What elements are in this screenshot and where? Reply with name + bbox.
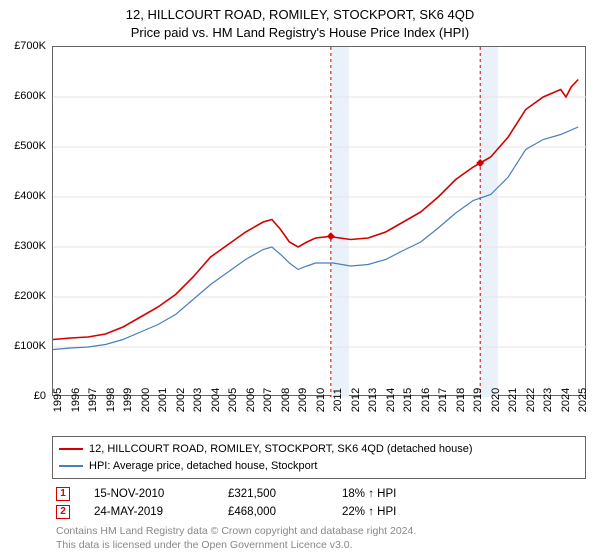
footer: Contains HM Land Registry data © Crown c… [52,521,586,552]
title-line-1: 12, HILLCOURT ROAD, ROMILEY, STOCKPORT, … [0,6,600,24]
x-axis-label: 2002 [175,388,187,412]
x-axis-label: 2016 [420,388,432,412]
y-axis-label: £400K [14,190,46,202]
sale-marker-2: 2 [56,505,70,519]
y-axis-label: £500K [14,140,46,152]
x-axis-label: 1998 [105,388,117,412]
sale-date: 24-MAY-2019 [94,506,204,518]
chart-area: £0£100K£200K£300K£400K£500K£600K£700K 19… [52,46,586,396]
x-axis-label: 2022 [525,388,537,412]
legend-item-hpi: HPI: Average price, detached house, Stoc… [59,458,579,475]
x-axis-label: 2020 [490,388,502,412]
x-axis-label: 2015 [402,388,414,412]
x-axis-label: 2000 [140,388,152,412]
x-axis-label: 2017 [437,388,449,412]
x-axis-label: 1997 [87,388,99,412]
sale-diff: 22% ↑ HPI [342,506,462,518]
sale-price: £321,500 [228,488,318,500]
legend-swatch-property [59,448,83,450]
chart-svg [53,47,587,397]
footer-line-2: This data is licensed under the Open Gov… [56,539,582,553]
x-axis-label: 2012 [350,388,362,412]
plot-frame [52,46,586,396]
x-axis-label: 1995 [52,388,64,412]
title-line-2: Price paid vs. HM Land Registry's House … [0,24,600,42]
y-axis-label: £100K [14,340,46,352]
sale-diff: 18% ↑ HPI [342,488,462,500]
info-block: 12, HILLCOURT ROAD, ROMILEY, STOCKPORT, … [52,436,586,552]
x-axis-label: 2009 [297,388,309,412]
x-axis-label: 2007 [262,388,274,412]
sale-date: 15-NOV-2010 [94,488,204,500]
x-axis-label: 2014 [385,388,397,412]
x-axis-label: 2013 [367,388,379,412]
title-block: 12, HILLCOURT ROAD, ROMILEY, STOCKPORT, … [0,0,600,41]
x-axis-label: 2011 [332,388,344,412]
legend-item-property: 12, HILLCOURT ROAD, ROMILEY, STOCKPORT, … [59,441,579,458]
y-axis-label: £600K [14,90,46,102]
x-axis-label: 1996 [70,388,82,412]
footer-line-1: Contains HM Land Registry data © Crown c… [56,525,582,539]
chart-container: 12, HILLCOURT ROAD, ROMILEY, STOCKPORT, … [0,0,600,560]
x-axis-label: 2025 [577,388,589,412]
legend: 12, HILLCOURT ROAD, ROMILEY, STOCKPORT, … [52,436,586,479]
x-axis-label: 2005 [227,388,239,412]
x-axis-label: 2006 [245,388,257,412]
legend-label-hpi: HPI: Average price, detached house, Stoc… [89,458,318,475]
sale-marker-1: 1 [56,487,70,501]
x-axis-label: 2018 [455,388,467,412]
x-axis-label: 2019 [472,388,484,412]
x-axis-label: 2003 [192,388,204,412]
x-axis-label: 2021 [507,388,519,412]
y-axis-label: £300K [14,240,46,252]
y-axis-label: £0 [34,390,46,402]
y-axis-label: £200K [14,290,46,302]
legend-swatch-hpi [59,465,83,467]
x-axis-label: 2004 [210,388,222,412]
sale-row: 1 15-NOV-2010 £321,500 18% ↑ HPI [52,485,586,503]
y-axis-label: £700K [14,40,46,52]
sale-price: £468,000 [228,506,318,518]
x-axis-label: 2008 [280,388,292,412]
legend-label-property: 12, HILLCOURT ROAD, ROMILEY, STOCKPORT, … [89,441,473,458]
x-axis-label: 2001 [157,388,169,412]
sale-row: 2 24-MAY-2019 £468,000 22% ↑ HPI [52,503,586,521]
x-axis-label: 2024 [560,388,572,412]
x-axis-label: 1999 [122,388,134,412]
x-axis-label: 2023 [542,388,554,412]
sales-table: 1 15-NOV-2010 £321,500 18% ↑ HPI 2 24-MA… [52,485,586,521]
x-axis-label: 2010 [315,388,327,412]
